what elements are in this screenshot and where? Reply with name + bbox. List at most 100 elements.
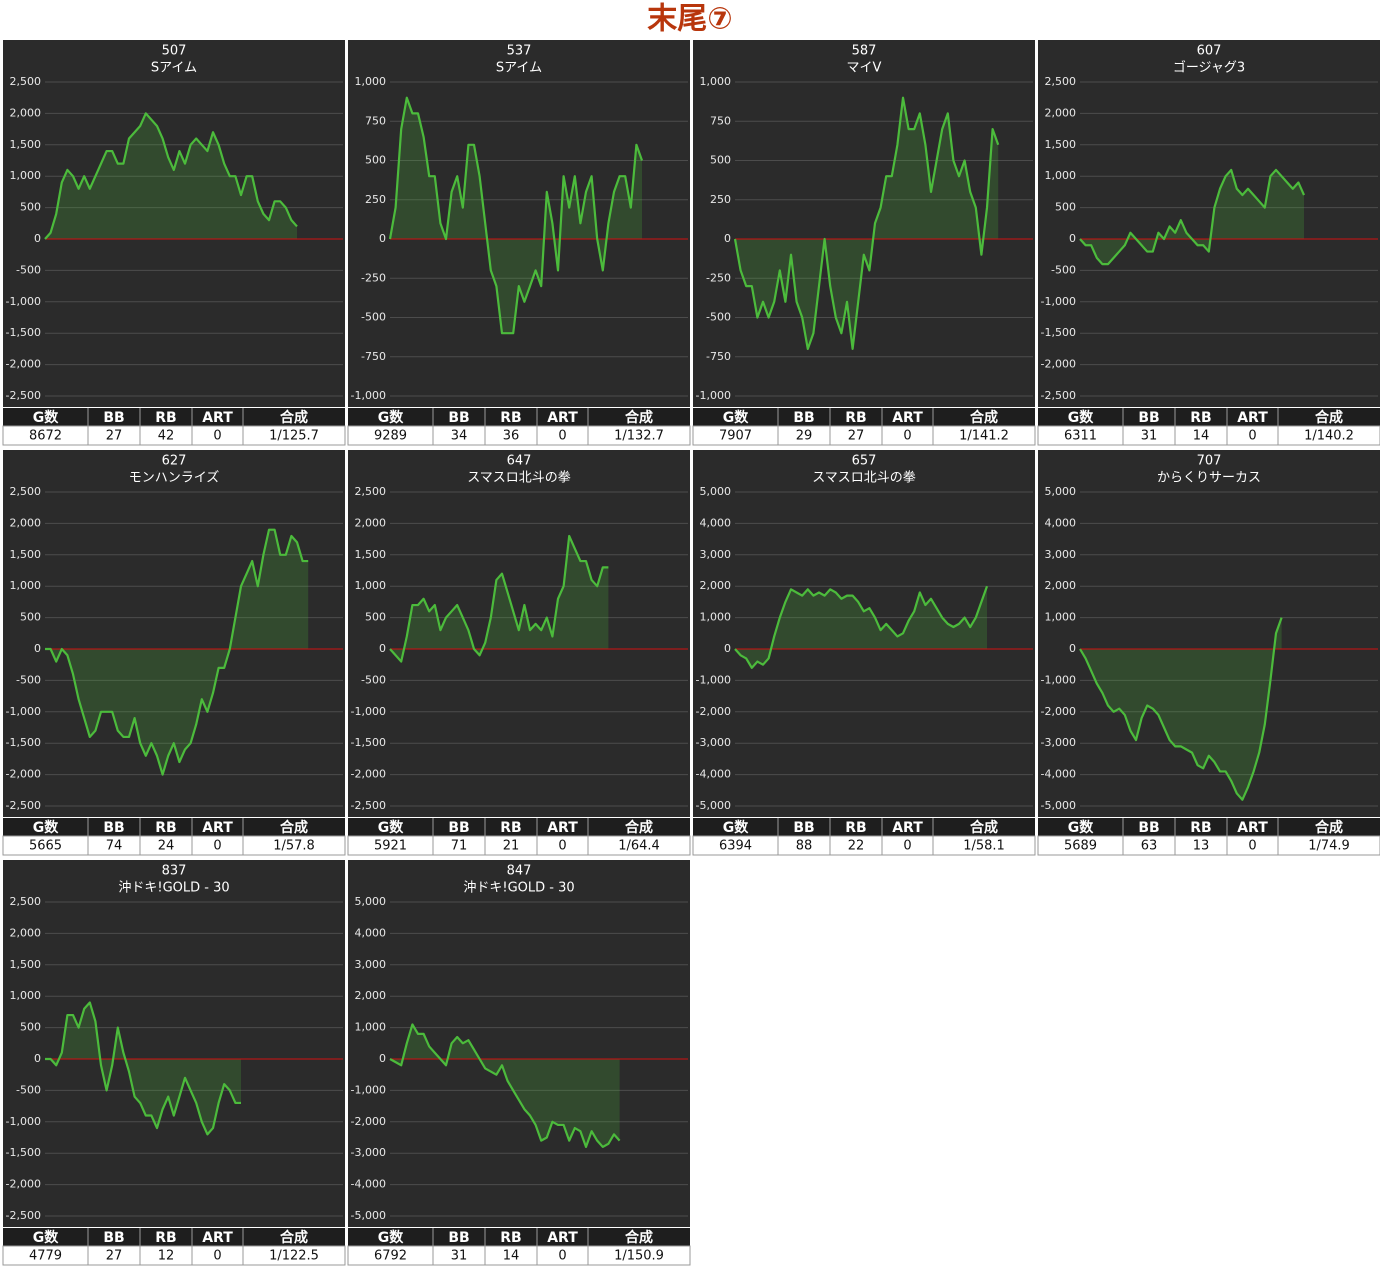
y-tick-label: -500 [361,311,386,324]
table-header: BB [448,410,469,426]
y-tick-label: -500 [16,1083,41,1096]
area-fill [45,1002,241,1135]
table-cell: 5665 [29,839,62,854]
table-header: 合成 [280,1229,308,1246]
y-tick-label: -2,000 [6,768,41,781]
table-header: BB [1138,410,1159,426]
y-tick-label: 1,500 [10,548,42,561]
area-fill [45,529,309,775]
y-tick-label: 0 [34,1052,41,1065]
area-fill [735,586,987,668]
table-cell: 14 [1193,429,1210,444]
table-header: 合成 [970,819,998,836]
y-tick-label: -3,000 [351,1146,386,1159]
data-line [44,112,298,240]
data-line [45,1001,241,1136]
y-tick-label: -1,000 [1041,295,1076,308]
y-tick-label: 1,000 [10,579,42,592]
table-header: RB [1190,410,1211,426]
y-tick-label: 5,000 [700,485,732,498]
chart-background [1038,40,1380,407]
table-cell: 27 [106,1249,123,1264]
table-header: RB [500,410,521,426]
y-tick-label: 1,000 [1045,169,1077,182]
y-tick-label: 0 [34,642,41,655]
chart-background [348,860,690,1227]
table-header: RB [500,1230,521,1246]
data-line [389,534,609,663]
y-tick-label: -2,500 [6,389,41,402]
table-cell: 1/122.5 [269,1249,319,1264]
y-tick-label: -1,000 [696,673,731,686]
table-header: ART [202,1230,233,1246]
y-tick-label: 1,500 [10,958,42,971]
table-cell: 63 [1141,839,1158,854]
table-header: G数 [1068,819,1094,836]
table-header: G数 [33,819,59,836]
table-header: RB [500,820,521,836]
chart-subtitle: 沖ドキ!GOLD - 30 [463,881,574,896]
table-cell: 0 [558,1249,566,1264]
y-tick-label: -5,000 [351,1209,386,1222]
chart-background [348,40,690,407]
table-cell: 27 [106,429,123,444]
y-tick-label: 2,000 [10,926,42,939]
y-tick-label: 1,000 [1045,611,1077,624]
table-cell: 31 [451,1249,468,1264]
y-tick-label: -250 [361,271,386,284]
y-tick-label: -4,000 [1041,768,1076,781]
table-header: RB [845,820,866,836]
y-tick-label: 1,000 [10,169,42,182]
table-header: BB [103,410,124,426]
page-title: 末尾⑦ [647,2,732,37]
y-tick-label: -2,500 [351,799,386,812]
table-header: RB [845,410,866,426]
table-cell: 27 [848,429,865,444]
chart-title: 627 [162,454,187,469]
chart-background [3,450,345,817]
table-header: RB [155,820,176,836]
y-tick-label: -750 [706,350,731,363]
y-tick-label: -500 [706,311,731,324]
table-cell: 14 [503,1249,520,1264]
table-cell: 12 [158,1249,175,1264]
table-cell: 0 [558,429,566,444]
table-header: BB [793,410,814,426]
chart-background [1038,450,1380,817]
y-tick-label: 500 [20,611,41,624]
chart-title: 837 [162,864,187,879]
chart-subtitle: スマスロ北斗の拳 [812,470,916,486]
y-tick-label: -1,000 [6,705,41,718]
table-cell: 74 [106,839,123,854]
chart-subtitle: 沖ドキ!GOLD - 30 [118,881,229,896]
table-cell: 1/150.9 [614,1249,664,1264]
y-tick-label: 750 [710,114,731,127]
y-tick-label: -500 [16,263,41,276]
table-cell: 1/125.7 [269,429,319,444]
table-header: 合成 [625,819,653,836]
y-tick-label: 1,000 [355,1021,387,1034]
chart-subtitle: からくりサーカス [1157,471,1261,486]
y-tick-label: -2,000 [6,358,41,371]
y-tick-label: 2,500 [10,895,42,908]
table-header: G数 [378,819,404,836]
table-cell: 6311 [1064,429,1097,444]
table-header: ART [892,410,923,426]
chart-background [693,450,1035,817]
table-header: ART [202,820,233,836]
y-tick-label: 250 [365,193,386,206]
area-fill [1080,617,1282,800]
y-tick-label: 2,000 [355,989,387,1002]
y-tick-label: -4,000 [696,768,731,781]
y-tick-label: 2,500 [10,75,42,88]
table-cell: 7907 [719,429,752,444]
table-header: G数 [33,409,59,426]
table-cell: 0 [1248,429,1256,444]
chart-title: 587 [852,44,877,59]
y-tick-label: -5,000 [1041,799,1076,812]
y-tick-label: -2,000 [351,768,386,781]
table-header: ART [547,1230,578,1246]
y-tick-label: 2,000 [700,579,732,592]
y-tick-label: 1,500 [1045,138,1077,151]
